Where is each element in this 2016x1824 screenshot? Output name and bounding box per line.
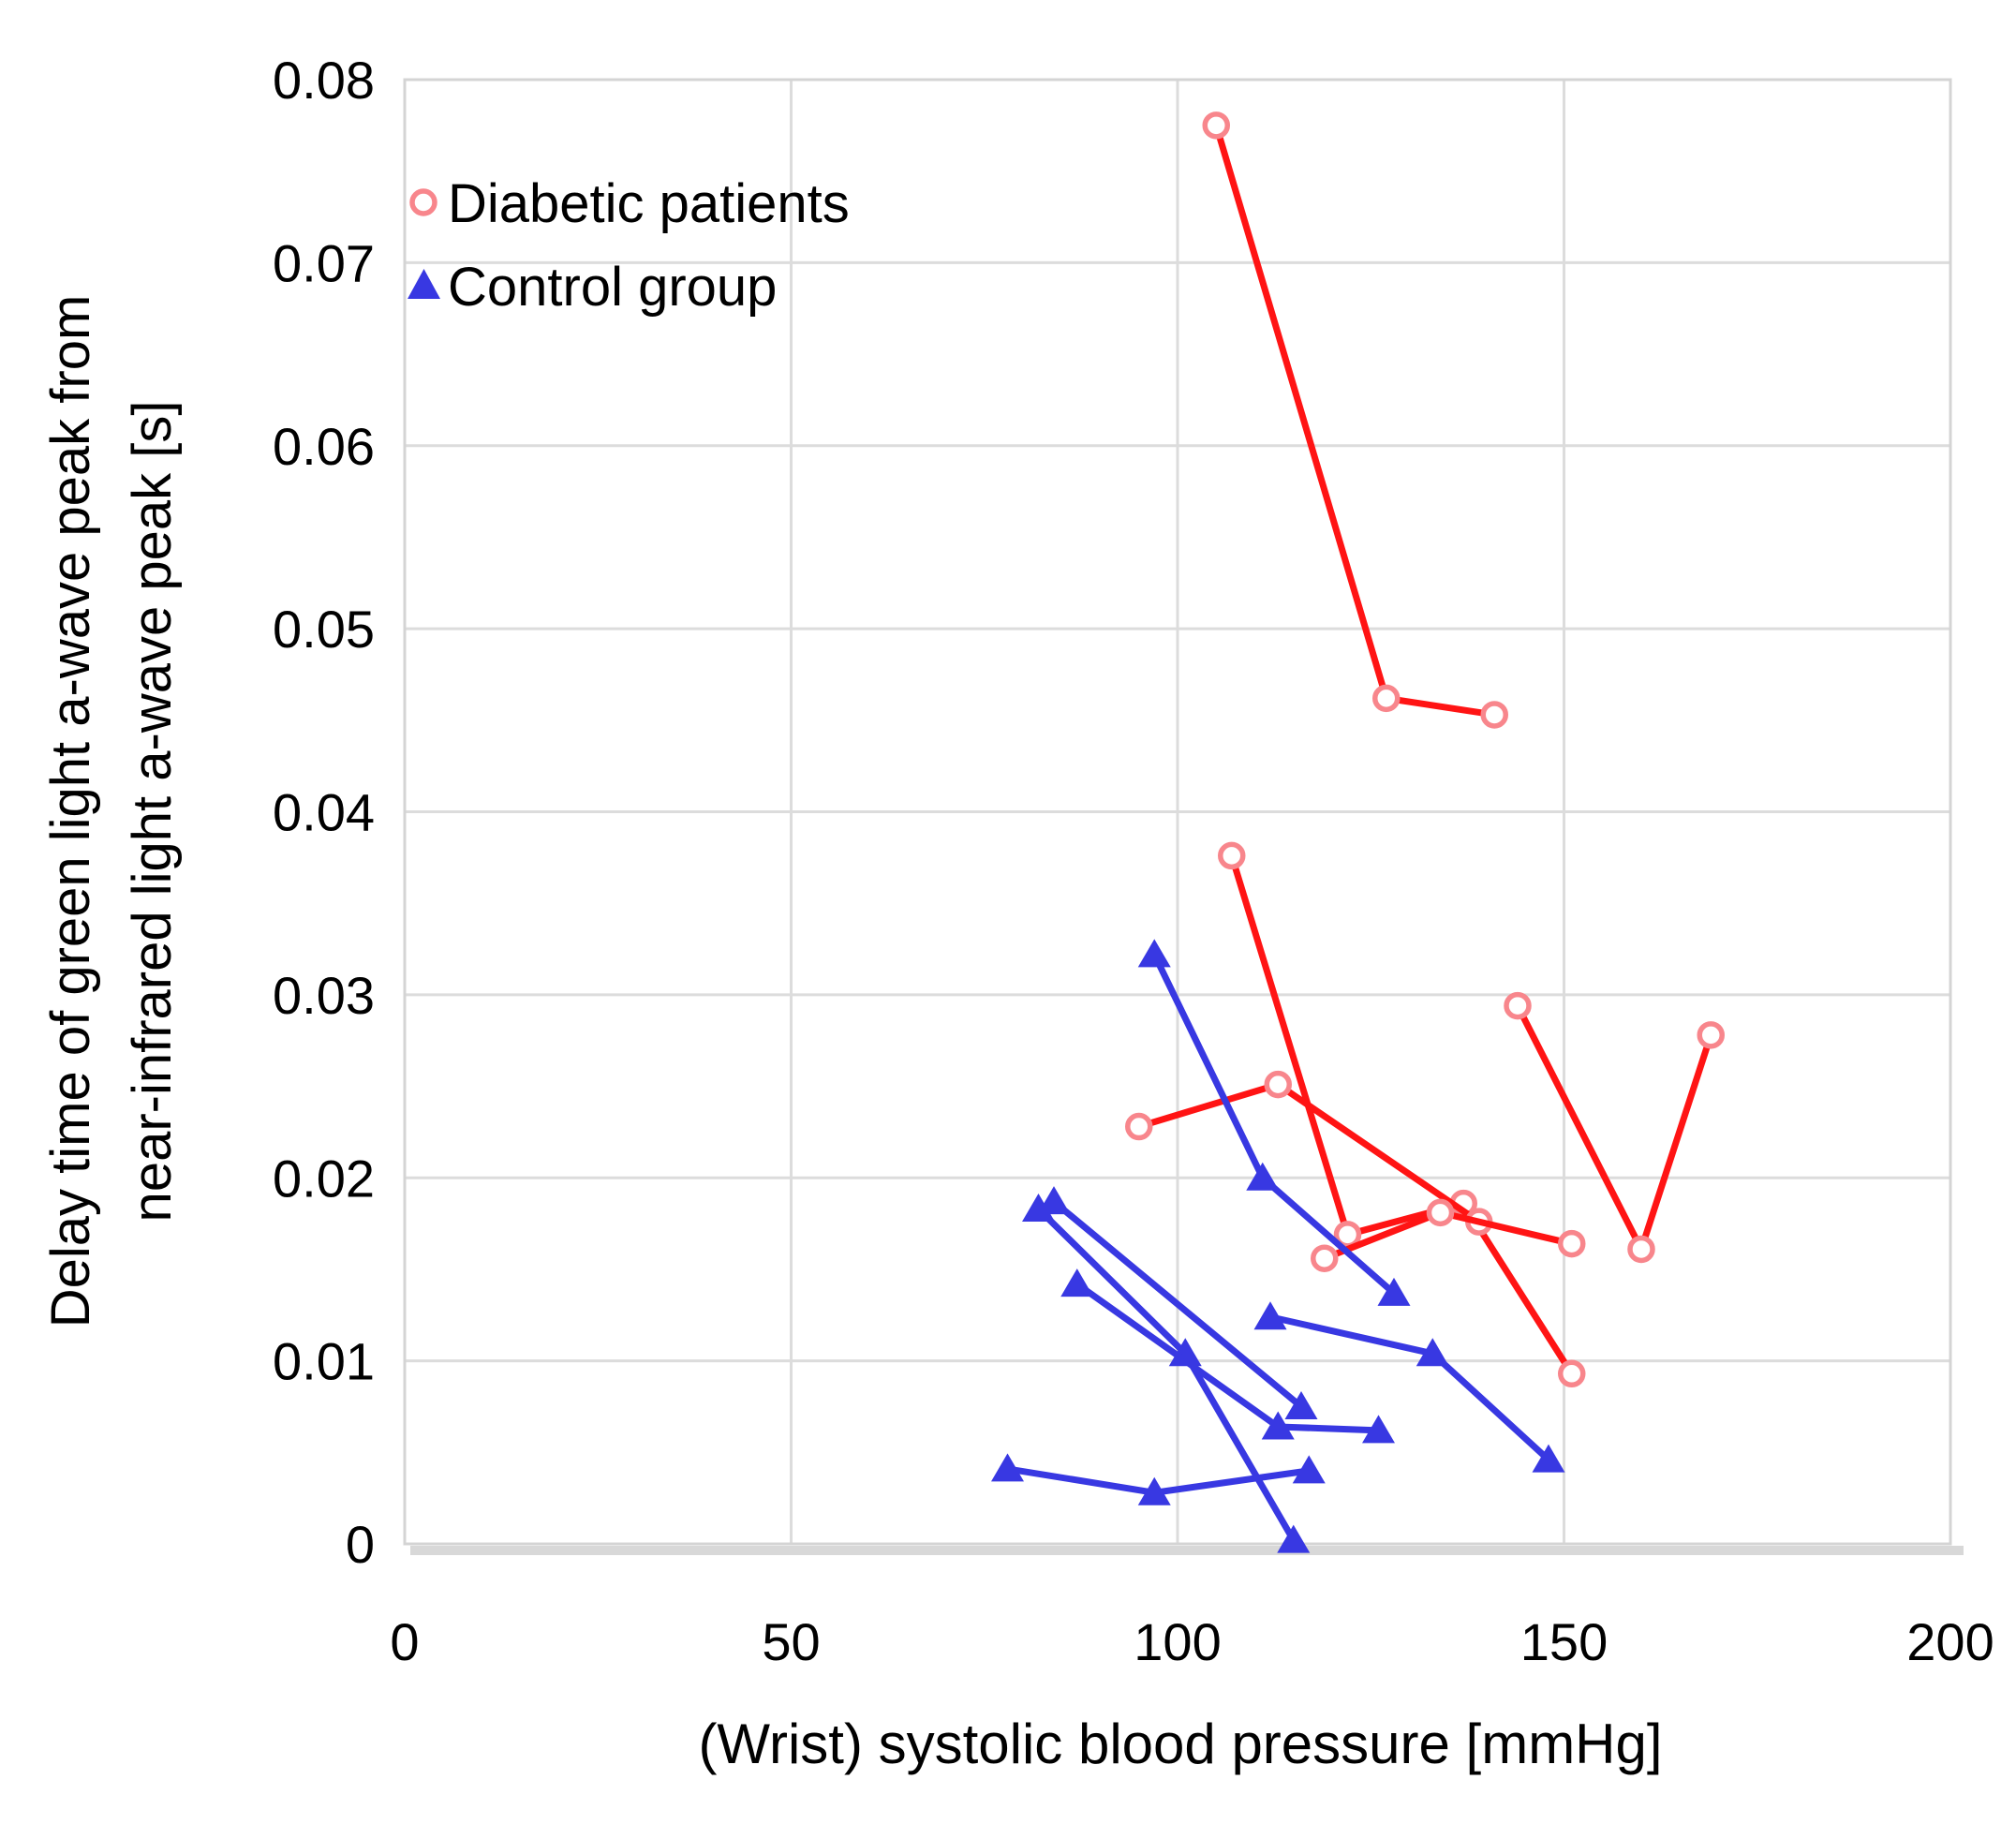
data-point-triangle	[1532, 1444, 1565, 1473]
y-tick-label: 0.08	[273, 51, 375, 110]
series-diabetic-0	[1202, 111, 1508, 729]
y-tick-label: 0	[346, 1515, 375, 1574]
data-point-circle	[1558, 1229, 1586, 1258]
data-point-triangle	[1261, 1411, 1295, 1440]
x-tick-label: 0	[390, 1612, 419, 1671]
series-line	[1267, 1313, 1552, 1463]
series-line	[1050, 1198, 1305, 1410]
data-point-triangle	[1377, 1277, 1411, 1306]
legend-control-label: Control group	[448, 257, 777, 318]
x-tick-label: 200	[1906, 1612, 1994, 1671]
plot-border	[403, 78, 1952, 1546]
y-tick-label: 0.04	[273, 783, 375, 842]
x-axis-title: (Wrist) systolic blood pressure [mmHg]	[698, 1713, 1662, 1775]
data-point-triangle	[1362, 1415, 1395, 1444]
series-line	[1074, 1281, 1382, 1434]
x-tick-label: 100	[1134, 1612, 1221, 1671]
y-tick-label: 0.05	[273, 600, 375, 659]
data-point-triangle	[1292, 1455, 1326, 1484]
x-tick-label: 50	[762, 1612, 820, 1671]
series-line	[1228, 852, 1576, 1377]
data-point-triangle	[991, 1453, 1024, 1482]
data-point-circle	[1372, 684, 1401, 713]
legend-diabetic-label: Diabetic patients	[448, 173, 850, 234]
axis-shadow	[410, 1546, 1964, 1555]
series-diabetic-4	[1504, 991, 1725, 1264]
data-point-circle	[1697, 1021, 1725, 1049]
y-axis-title-line2: near-infrared light a-wave peak [s]	[122, 401, 183, 1223]
legend-control-marker-icon	[408, 269, 440, 299]
series-line	[1135, 1081, 1483, 1225]
data-series	[991, 111, 1725, 1553]
data-point-triangle	[1022, 1193, 1055, 1222]
series-control-9	[1060, 1268, 1395, 1444]
data-point-triangle	[1416, 1338, 1449, 1367]
x-tick-label: 150	[1520, 1612, 1608, 1671]
y-tick-label: 0.06	[273, 417, 375, 476]
y-tick-label: 0.03	[273, 966, 375, 1025]
series-line	[1514, 1002, 1714, 1253]
data-point-circle	[1480, 701, 1508, 729]
data-point-circle	[1311, 1244, 1339, 1272]
series-control-6	[1253, 1301, 1565, 1473]
series-control-10	[991, 1453, 1326, 1505]
legend: Diabetic patients Control group	[408, 173, 850, 318]
data-point-triangle	[1168, 1338, 1202, 1367]
series-control-5	[1137, 939, 1411, 1306]
data-point-circle	[1558, 1359, 1586, 1388]
data-point-circle	[1627, 1235, 1655, 1264]
y-axis-title-line1: Delay time of green light a-wave peak fr…	[40, 295, 101, 1328]
data-point-circle	[1504, 991, 1532, 1020]
series-diabetic-3	[1311, 1198, 1586, 1272]
gridlines	[403, 78, 1964, 1555]
data-point-circle	[1202, 111, 1230, 140]
data-point-circle	[1426, 1198, 1455, 1227]
series-line	[1212, 122, 1498, 719]
data-point-triangle	[1253, 1301, 1287, 1330]
axis-ticks: 0 0.01 0.02 0.03 0.04 0.05 0.06 0.07 0.08 0 50 100 1…	[273, 51, 1994, 1671]
series-control-8	[1037, 1186, 1318, 1419]
data-point-triangle	[1246, 1162, 1280, 1191]
data-point-triangle	[1277, 1524, 1311, 1553]
y-tick-label: 0.07	[273, 233, 375, 292]
y-tick-label: 0.01	[273, 1332, 375, 1391]
data-point-triangle	[1037, 1186, 1071, 1215]
data-point-triangle	[1137, 1476, 1171, 1505]
legend-diabetic-marker-icon	[409, 188, 437, 216]
data-point-circle	[1264, 1070, 1292, 1099]
data-point-triangle	[1284, 1390, 1318, 1419]
data-point-triangle	[1060, 1268, 1094, 1298]
data-point-circle	[1218, 841, 1246, 870]
y-tick-label: 0.02	[273, 1149, 375, 1208]
data-point-circle	[1125, 1112, 1153, 1141]
data-point-triangle	[1137, 939, 1171, 968]
